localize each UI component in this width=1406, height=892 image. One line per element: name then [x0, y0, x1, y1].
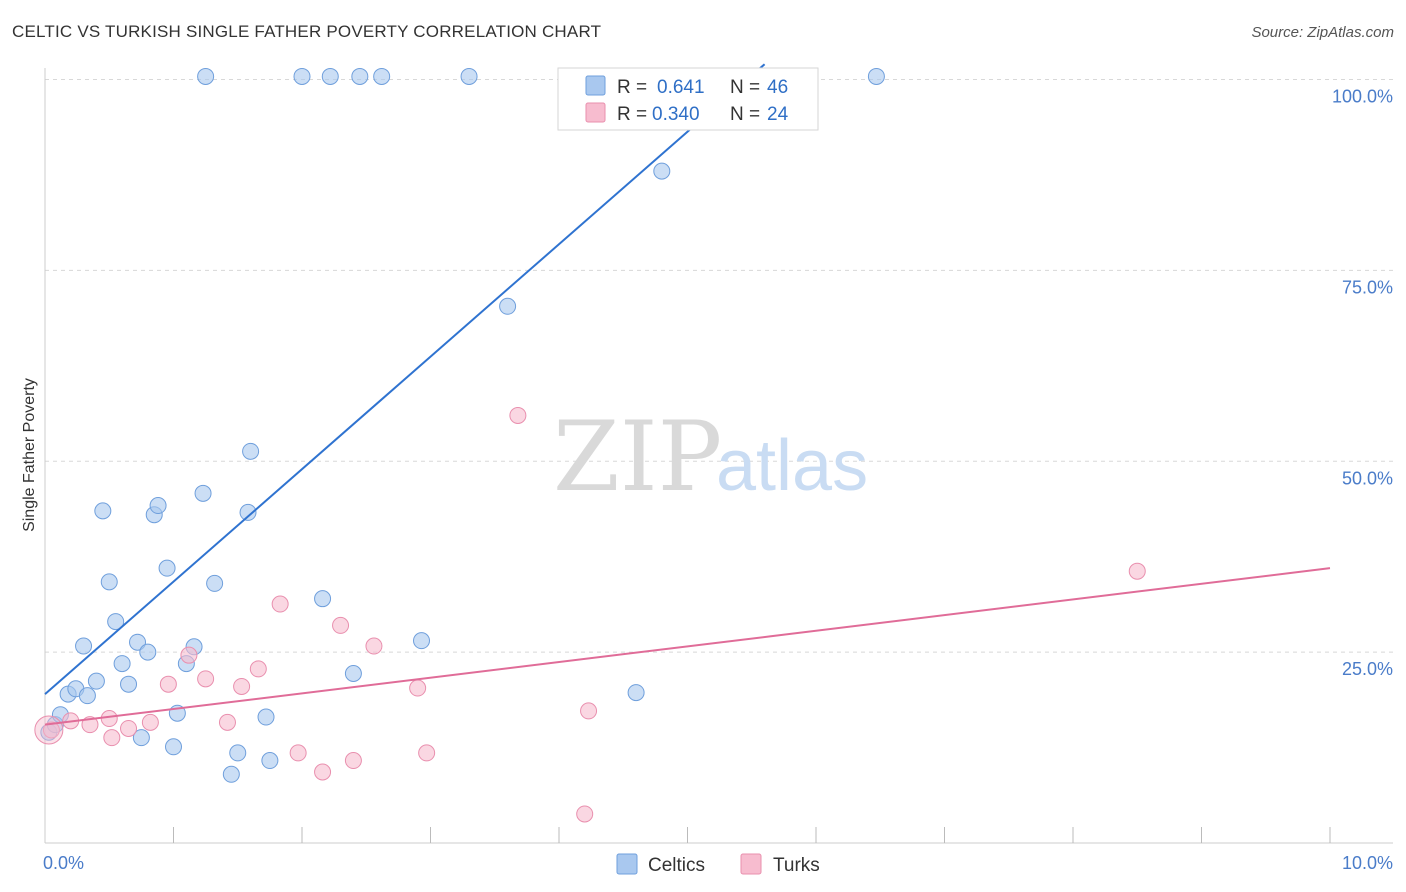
- y-tick-label-3: 100.0%: [1332, 87, 1393, 107]
- point-turks-3: [100, 710, 118, 728]
- point-celtics-15: [139, 643, 157, 661]
- x-tick-label-0: 0.0%: [43, 853, 84, 873]
- point-turks-15: [314, 763, 332, 781]
- point-celtics-13: [129, 633, 147, 651]
- trend-lines: [44, 63, 1331, 726]
- watermark-zip: ZIP: [553, 401, 722, 513]
- point-celtics-18: [158, 559, 176, 577]
- point-celtics-33: [413, 632, 431, 650]
- point-turks-23: [580, 702, 598, 720]
- legend-n-label-turks: N =: [730, 104, 760, 125]
- point-cluster-origin: [34, 715, 64, 745]
- trend-line-turks: [44, 567, 1331, 726]
- point-celtics-38: [293, 67, 311, 85]
- point-turks-18: [365, 637, 383, 655]
- source-label: Source: ZipAtlas.com: [1251, 24, 1394, 41]
- x-tick-label-1: 10.0%: [1342, 853, 1393, 873]
- point-celtics-36: [653, 162, 671, 180]
- point-turks-19: [409, 679, 427, 697]
- point-celtics-9: [100, 573, 118, 591]
- point-celtics-40: [351, 67, 369, 85]
- point-turks-22: [576, 805, 594, 823]
- point-celtics-42: [460, 67, 478, 85]
- point-turks-4: [103, 729, 121, 747]
- y-tick-label-0: 25.0%: [1342, 659, 1393, 679]
- point-celtics-7: [87, 672, 105, 690]
- point-turks-0: [42, 721, 60, 739]
- legend-swatch-celtics: [585, 75, 606, 96]
- series-legend-swatch-turks: [740, 853, 762, 875]
- point-celtics-28: [242, 442, 260, 460]
- point-celtics-8: [94, 502, 112, 520]
- legend-n-value-turks: 24: [767, 104, 789, 125]
- point-turks-13: [271, 595, 289, 613]
- point-celtics-17: [149, 497, 167, 515]
- point-turks-17: [344, 752, 362, 770]
- point-celtics-5: [75, 637, 93, 655]
- point-celtics-39: [321, 67, 339, 85]
- point-celtics-31: [314, 590, 332, 608]
- point-celtics-45: [867, 67, 885, 85]
- point-turks-12: [249, 660, 267, 678]
- series-legend-label-celtics: Celtics: [648, 855, 705, 876]
- y-tick-label-1: 50.0%: [1342, 468, 1393, 488]
- point-celtics-32: [344, 665, 362, 683]
- point-celtics-34: [499, 297, 517, 315]
- legend-n-label-celtics: N =: [730, 77, 760, 98]
- point-turks-11: [233, 677, 251, 695]
- legend-r-label-celtics: R =: [617, 77, 647, 98]
- point-celtics-23: [194, 484, 212, 502]
- point-celtics-41: [373, 67, 391, 85]
- point-celtics-24: [206, 574, 224, 592]
- watermark: ZIP atlas: [553, 401, 868, 513]
- legend-r-value-celtics: 0.641: [657, 77, 705, 98]
- tick-labels: 25.0% 50.0% 75.0% 100.0% 0.0% 10.0%: [43, 87, 1393, 874]
- chart-title: CELTIC VS TURKISH SINGLE FATHER POVERTY …: [12, 22, 602, 41]
- point-turks-21: [509, 406, 527, 424]
- point-turks-9: [197, 670, 215, 688]
- point-celtics-29: [257, 708, 275, 726]
- point-celtics-37: [197, 67, 215, 85]
- point-turks-16: [332, 616, 350, 634]
- series-legend: Celtics Turks: [616, 853, 820, 876]
- point-celtics-14: [132, 729, 150, 747]
- stats-legend: R = 0.641 N = 46 R = 0.340 N = 24: [557, 67, 819, 131]
- legend-r-value-turks: 0.340: [652, 104, 700, 125]
- point-turks-5: [120, 719, 138, 737]
- point-turks-7: [159, 675, 177, 693]
- series-legend-label-turks: Turks: [773, 855, 820, 876]
- point-celtics-30: [261, 752, 279, 770]
- axes: [44, 68, 1393, 844]
- watermark-atlas: atlas: [716, 426, 868, 506]
- point-turks-24: [1128, 562, 1146, 580]
- point-turks-20: [418, 744, 436, 762]
- point-celtics-25: [222, 765, 240, 783]
- point-celtics-11: [113, 655, 131, 673]
- legend-swatch-turks: [585, 102, 606, 123]
- point-celtics-10: [107, 613, 125, 631]
- point-turks-10: [218, 713, 236, 731]
- point-celtics-12: [120, 675, 138, 693]
- series-legend-swatch-celtics: [616, 853, 638, 875]
- trend-line-celtics: [44, 63, 766, 695]
- data-points: [34, 67, 1146, 823]
- grid-lines: [45, 79, 1393, 653]
- point-celtics-6: [78, 687, 96, 705]
- point-celtics-26: [229, 744, 247, 762]
- point-celtics-19: [165, 738, 182, 756]
- y-axis-title: Single Father Poverty: [21, 378, 38, 532]
- point-turks-6: [141, 713, 159, 731]
- point-celtics-35: [627, 684, 645, 702]
- point-turks-8: [180, 646, 198, 664]
- legend-r-label-turks: R =: [617, 104, 647, 125]
- legend-n-value-celtics: 46: [767, 77, 788, 98]
- point-turks-14: [289, 744, 307, 762]
- point-celtics-27: [239, 503, 257, 521]
- y-tick-label-2: 75.0%: [1342, 277, 1393, 297]
